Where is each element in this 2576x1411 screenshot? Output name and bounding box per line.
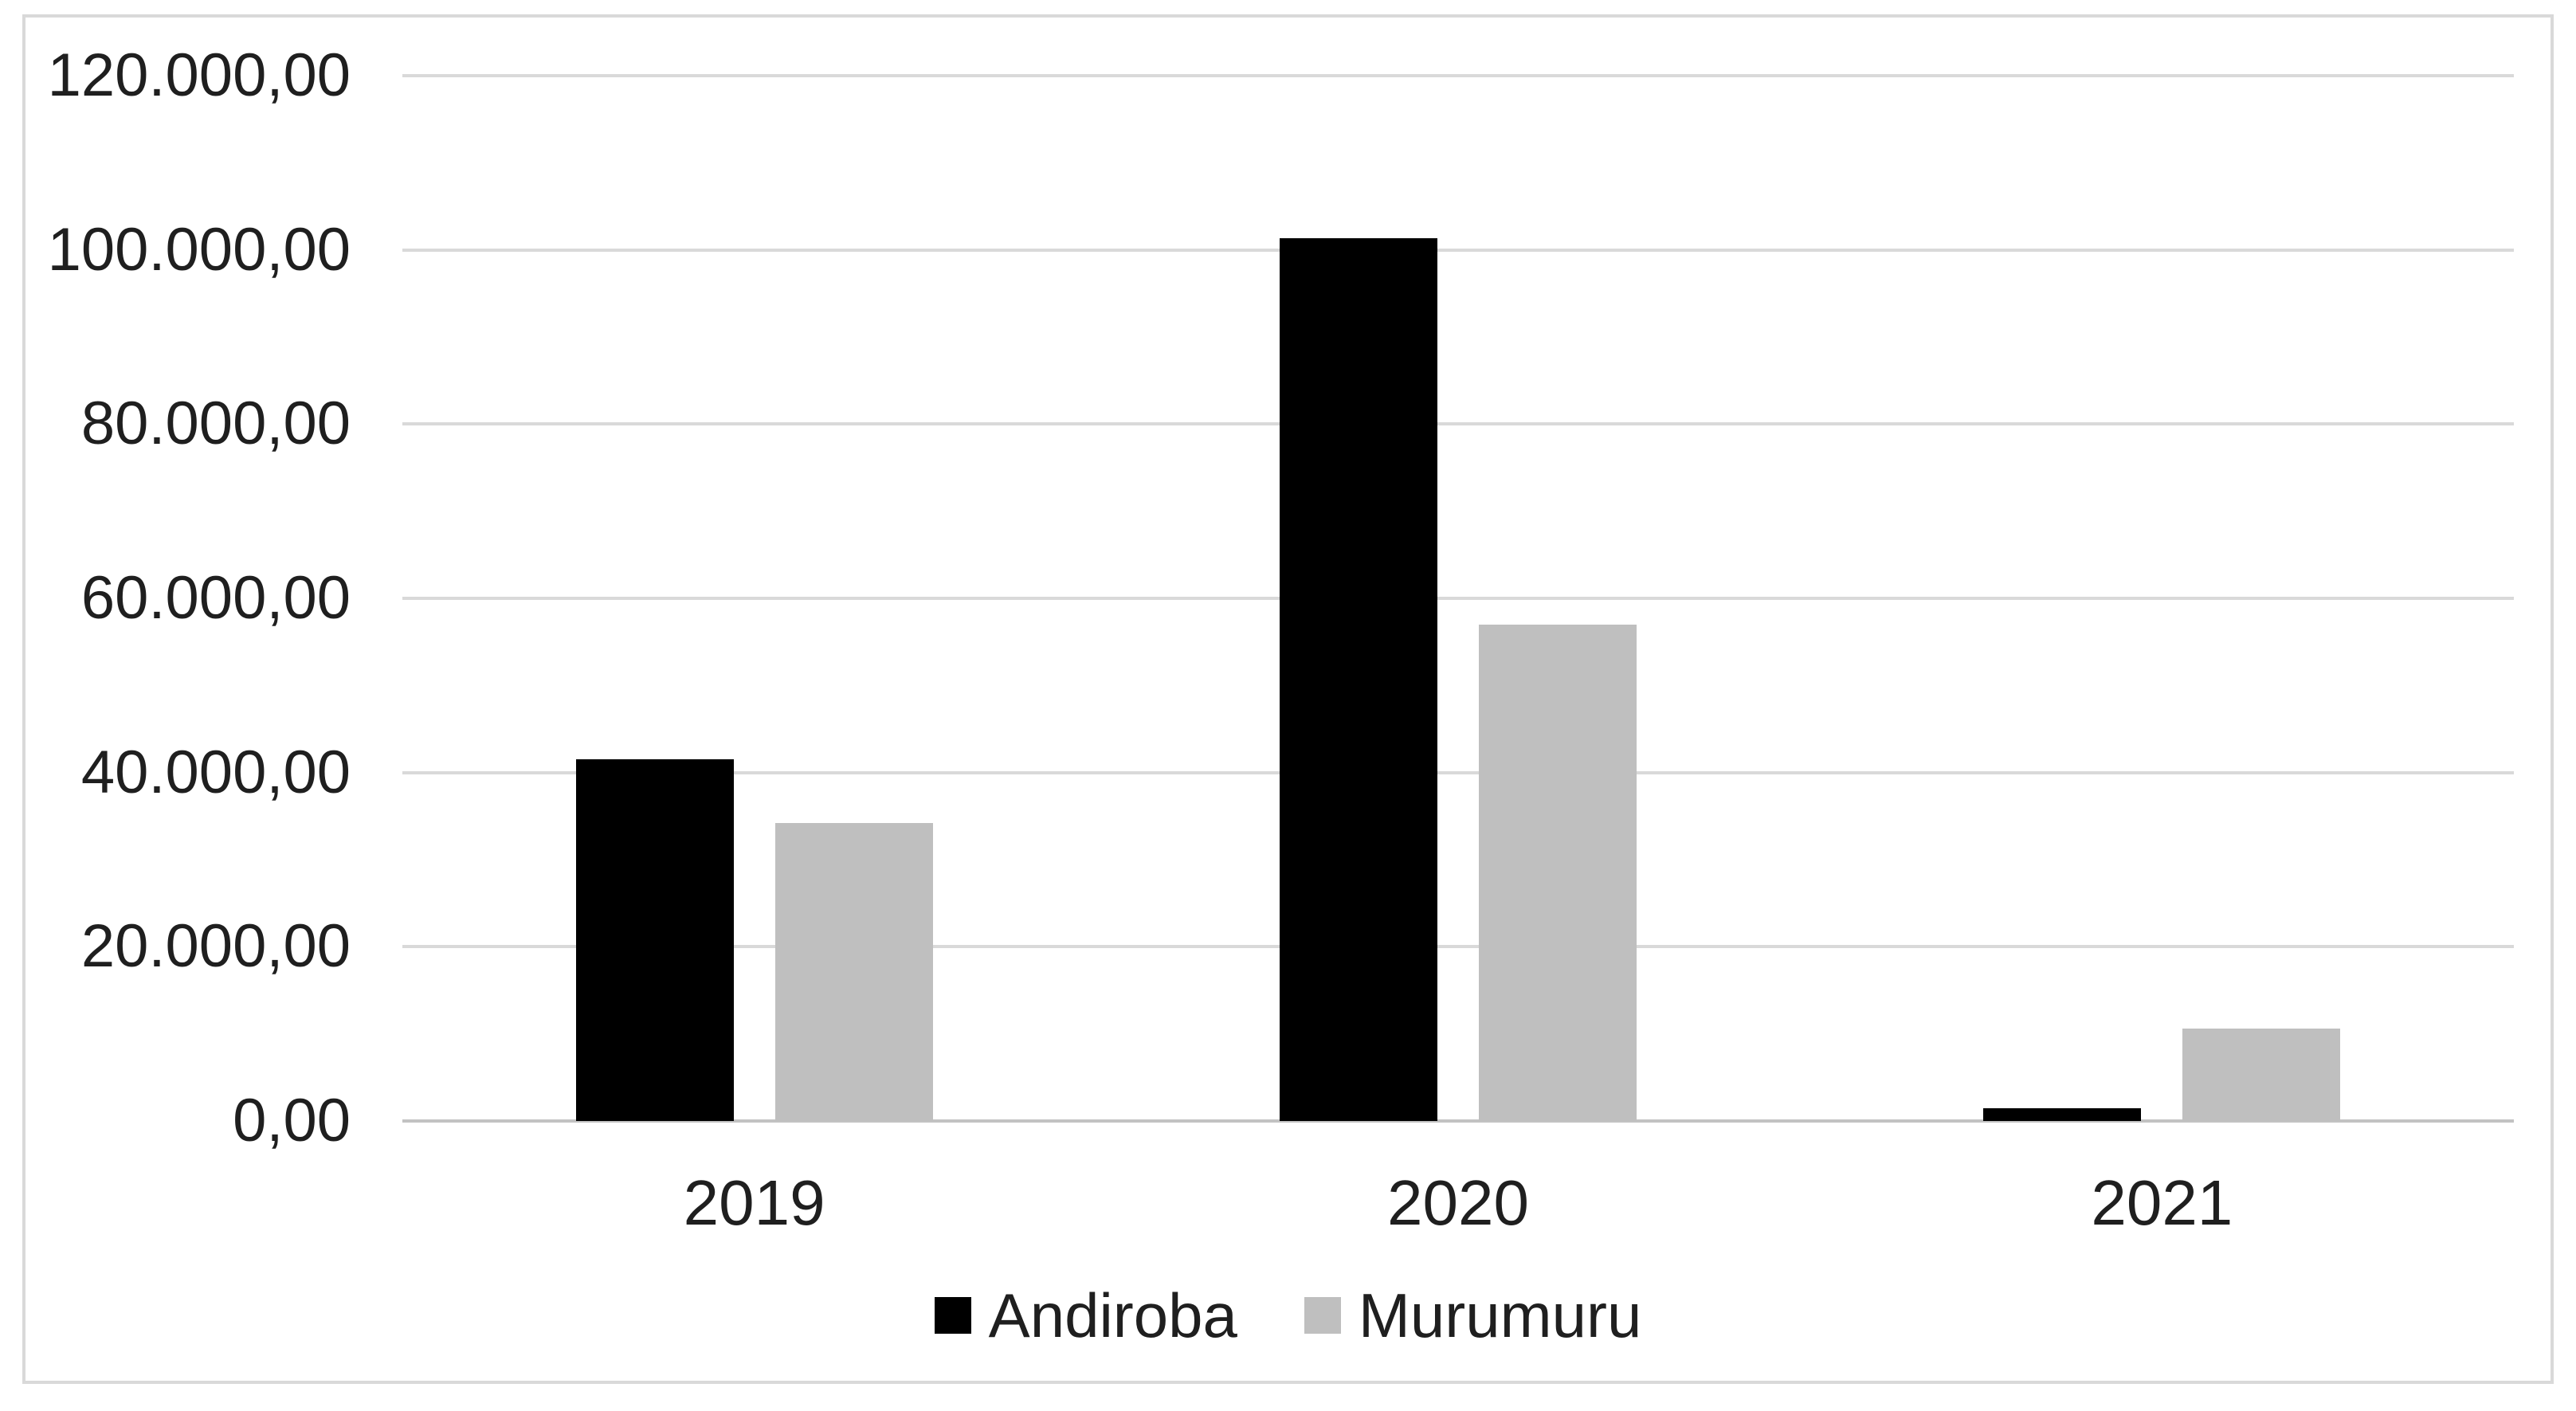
y-axis-tick-label: 40.000,00 bbox=[80, 738, 351, 806]
y-axis-tick-label: 60.000,00 bbox=[80, 564, 351, 632]
gridline-80000 bbox=[402, 422, 2514, 426]
y-axis-tick-label: 20.000,00 bbox=[80, 912, 351, 981]
gridline-120000 bbox=[402, 74, 2514, 77]
y-axis-tick-labels: 0,00 20.000,00 40.000,00 60.000,00 80.000,00… bbox=[22, 41, 351, 1154]
y-axis-tick-label: 120.000,00 bbox=[47, 41, 351, 109]
legend-swatch-andiroba bbox=[934, 1297, 971, 1334]
bars-row bbox=[402, 76, 2514, 1121]
x-axis-label-2019: 2019 bbox=[683, 1167, 825, 1238]
category-group-2021 bbox=[1810, 76, 2514, 1121]
gridline-60000 bbox=[402, 597, 2514, 600]
legend: Andiroba Murumuru bbox=[0, 1281, 2576, 1350]
gridline-20000 bbox=[402, 945, 2514, 949]
bar-murumuru-2019 bbox=[774, 823, 933, 1121]
category-group-2020 bbox=[1106, 76, 1809, 1121]
y-axis-tick-label: 0,00 bbox=[233, 1087, 351, 1154]
bar-andiroba-2021 bbox=[1983, 1107, 2142, 1121]
x-axis-line bbox=[402, 1119, 2514, 1123]
bar-andiroba-2020 bbox=[1279, 238, 1437, 1121]
y-axis-tick-label: 100.000,00 bbox=[47, 215, 351, 284]
plot-area bbox=[402, 74, 2514, 1123]
x-axis-label-2020: 2020 bbox=[1387, 1167, 1529, 1238]
gridline-40000 bbox=[402, 770, 2514, 774]
bar-murumuru-2020 bbox=[1478, 624, 1637, 1121]
x-axis-category-labels: 2019 2020 2021 bbox=[402, 1159, 2514, 1247]
legend-label-murumuru: Murumuru bbox=[1358, 1280, 1642, 1350]
legend-label-andiroba: Andiroba bbox=[988, 1280, 1237, 1350]
bar-murumuru-2021 bbox=[2182, 1029, 2341, 1121]
legend-entry-murumuru: Murumuru bbox=[1304, 1281, 1641, 1350]
category-group-2019 bbox=[402, 76, 1106, 1121]
legend-entry-andiroba: Andiroba bbox=[934, 1280, 1237, 1350]
gridline-100000 bbox=[402, 248, 2514, 252]
legend-swatch-murumuru bbox=[1304, 1297, 1341, 1334]
x-axis-label-2021: 2021 bbox=[2091, 1167, 2233, 1238]
bar-andiroba-2019 bbox=[575, 759, 734, 1121]
y-axis-tick-label: 80.000,00 bbox=[80, 390, 351, 458]
